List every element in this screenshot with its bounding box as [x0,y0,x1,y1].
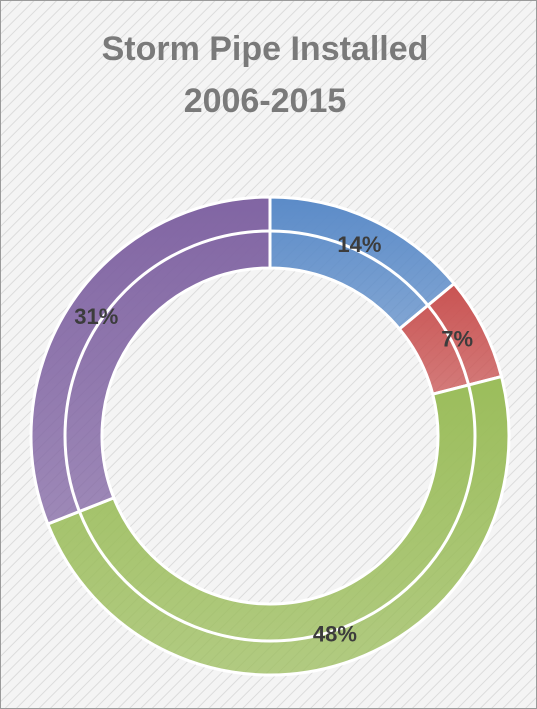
data-label: 14% [337,232,381,257]
slice [29,195,272,526]
ring-divider [63,229,477,643]
slices [29,195,511,677]
chart-title: Storm Pipe Installed [102,30,429,68]
data-label: 31% [74,304,118,329]
labels: 14% 7% 48% 31% [74,232,473,647]
data-label: 48% [313,622,357,647]
data-label: 7% [441,326,473,351]
chart-title: 2006-2015 [184,82,347,120]
